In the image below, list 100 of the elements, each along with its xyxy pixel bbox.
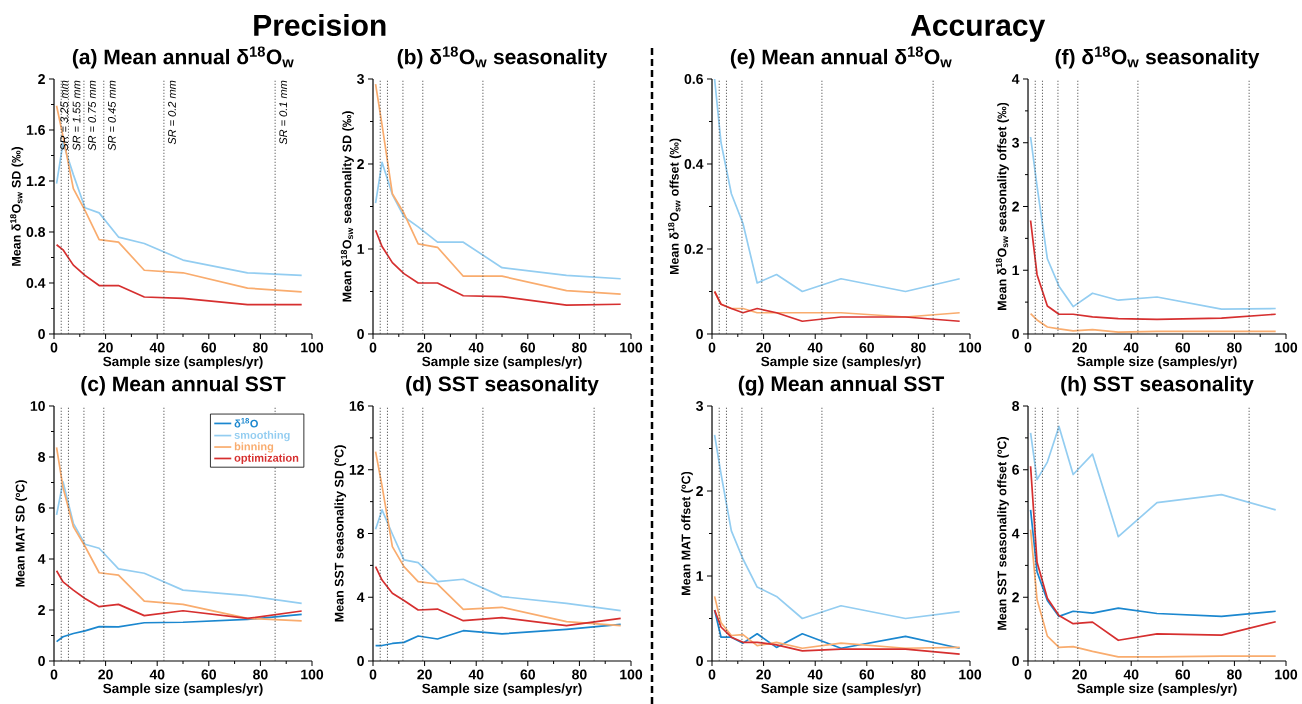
line-series: [374, 509, 622, 612]
legend-label: smoothing: [234, 430, 290, 442]
chart-title: (g) Mean annual SST: [738, 375, 945, 396]
x-tick-label: 80: [911, 342, 926, 353]
y-tick-label: 1.6: [26, 125, 45, 135]
y-tick-label: 1: [357, 244, 365, 254]
x-tick-label: 40: [1123, 669, 1139, 680]
y-tick-label: 12: [349, 464, 364, 475]
y-tick-label: 0: [38, 656, 45, 666]
line-series: [1029, 425, 1277, 538]
y-tick-label: 4: [1011, 528, 1020, 539]
annotation: SR = 1.55 mm: [72, 80, 81, 151]
x-tick-label: 20: [1072, 669, 1087, 680]
y-tick-label: 4: [37, 554, 46, 564]
x-tick-label: 0: [369, 669, 377, 680]
x-tick-label: 40: [807, 342, 823, 353]
y-tick-label: 0: [357, 656, 364, 666]
y-axis-title: Mean δ$^{18}$O$_{sw}$ seasonality offset (‰): [995, 102, 1009, 310]
x-tick-label: 40: [149, 669, 165, 680]
x-axis-title: Sample size (samples/yr): [103, 356, 263, 369]
x-tick-label: 60: [520, 342, 536, 353]
y-tick-label: 3: [357, 74, 364, 84]
x-tick-label: 20: [756, 669, 771, 680]
line-series: [1029, 219, 1277, 321]
x-tick-label: 60: [859, 669, 875, 680]
chart-title: (c) Mean annual SST: [81, 375, 286, 396]
y-tick-label: 2: [38, 605, 45, 615]
y-tick-label: 1.2: [26, 176, 45, 186]
y-tick-label: 4: [356, 592, 365, 603]
y-axis-title: Mean MAT SD (ºC): [15, 480, 28, 587]
y-tick-label: 0.2: [684, 244, 703, 254]
x-tick-label: 100: [301, 669, 324, 680]
x-tick-label: 80: [572, 669, 587, 680]
line-series: [55, 613, 303, 643]
y-tick-label: 3: [696, 401, 703, 411]
y-tick-label: 0.4: [26, 278, 46, 288]
y-tick-label: 8: [38, 452, 46, 462]
x-tick-label: 80: [1227, 342, 1242, 353]
x-tick-label: 100: [620, 669, 643, 680]
line-series: [713, 78, 961, 293]
x-tick-label: 40: [807, 669, 823, 680]
y-tick-label: 0.6: [684, 74, 703, 84]
y-tick-label: 1: [1012, 265, 1020, 276]
y-tick-label: 0: [357, 329, 364, 339]
x-tick-label: 20: [417, 669, 432, 680]
line-series: [55, 243, 303, 306]
y-tick-label: 6: [38, 503, 45, 513]
line-series: [713, 434, 961, 620]
y-tick-label: 2: [696, 486, 703, 496]
y-tick-label: 0: [696, 329, 703, 339]
y-tick-label: 3: [1012, 137, 1019, 148]
x-tick-label: 60: [520, 669, 536, 680]
line-series: [1029, 465, 1277, 642]
y-tick-label: 0: [38, 329, 45, 339]
annotation: SR = 0.2 mm: [168, 80, 176, 145]
y-tick-label: 0: [1012, 329, 1019, 339]
x-tick-label: 40: [1123, 342, 1139, 353]
annotation: SR = 3.25 mm: [60, 80, 69, 151]
line-series: [374, 83, 622, 295]
line-series: [374, 450, 622, 627]
y-tick-label: 0.4: [684, 159, 704, 169]
y-tick-label: 4: [1011, 74, 1020, 84]
x-tick-label: 80: [253, 669, 268, 680]
y-axis-title: Mean SST seasonality SD (ºC): [334, 445, 347, 622]
x-tick-label: 60: [859, 342, 875, 353]
text: Precision: [254, 13, 386, 36]
x-tick-label: 60: [201, 669, 217, 680]
y-axis-title: Mean SST seasonality offset (ºC): [997, 437, 1009, 630]
x-tick-label: 0: [708, 669, 716, 680]
y-tick-label: 2: [1012, 592, 1019, 603]
text: Accuracy: [910, 15, 1046, 42]
x-tick-label: 0: [369, 342, 377, 353]
x-axis-title: Sample size (samples/yr): [1077, 683, 1237, 696]
x-tick-label: 40: [149, 342, 165, 353]
chart-title: (f) δ$^{18}$O$_{w}$ seasonality: [1055, 46, 1260, 69]
y-tick-label: 0: [696, 656, 703, 666]
chart-title: (h) SST seasonality: [1061, 375, 1254, 396]
y-tick-label: 1: [696, 571, 704, 581]
x-tick-label: 60: [1175, 342, 1191, 353]
y-tick-label: 2: [1012, 201, 1019, 212]
x-tick-label: 60: [201, 342, 217, 353]
line-series: [374, 623, 622, 647]
x-axis-title: Sample size (samples/yr): [422, 356, 582, 369]
x-tick-label: 0: [708, 342, 716, 353]
legend-label: binning: [234, 442, 274, 453]
x-tick-label: 100: [959, 342, 982, 353]
line-series: [1029, 528, 1277, 658]
y-axis-title: Mean δ$^{18}$O$_{sw}$ seasonality SD (‰): [340, 111, 354, 302]
chart-title: (d) SST seasonality: [406, 375, 599, 396]
annotation: SR = 0.75 mm: [88, 80, 96, 151]
annotation: SR = 0.45 mm: [107, 80, 116, 151]
x-tick-label: 80: [1227, 669, 1242, 680]
legend-label: optimization: [234, 453, 299, 464]
y-axis-title: Mean δ$^{18}$O$_{sw}$ SD (‰): [10, 146, 24, 266]
chart-title: (a) Mean annual δ$^{18}$O$_{w}$: [72, 46, 294, 69]
x-axis-title: Sample size (samples/yr): [422, 683, 582, 696]
chart-title: (e) Mean annual δ$^{18}$O$_{w}$: [730, 46, 952, 69]
y-tick-label: 8: [357, 528, 365, 539]
x-axis-title: Sample size (samples/yr): [1077, 356, 1237, 369]
x-axis-title: Sample size (samples/yr): [761, 356, 921, 369]
